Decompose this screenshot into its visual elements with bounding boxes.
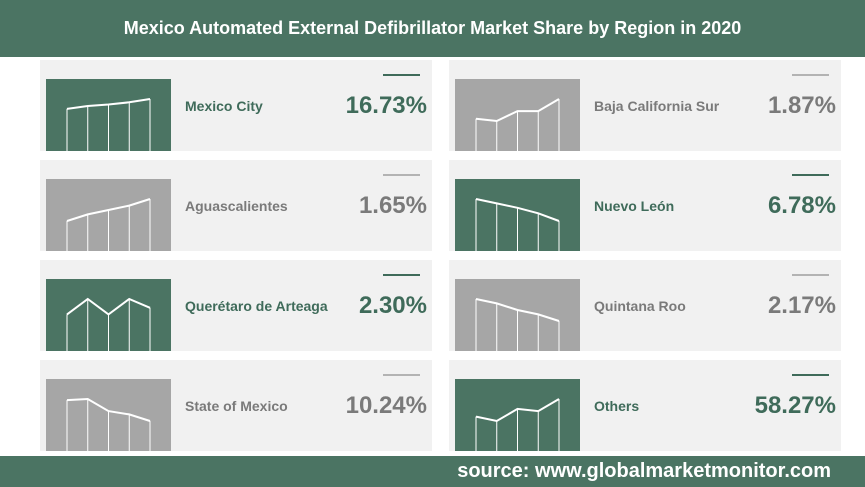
trend-sparkline [455,279,580,351]
region-label: Querétaro de Arteaga [185,297,328,314]
accent-bar [792,174,829,176]
chart-title: Mexico Automated External Defibrillator … [0,0,865,57]
share-value: 58.27% [754,391,836,419]
region-label: Quintana Roo [594,297,686,314]
source-text: source: www.globalmarketmonitor.com [0,456,865,487]
accent-bar [383,374,420,376]
trend-sparkline [46,279,171,351]
region-card: Quintana Roo 2.17% [449,260,841,351]
accent-bar [792,74,829,76]
share-value: 1.65% [358,191,427,219]
share-value: 16.73% [345,91,427,119]
accent-bar [383,74,420,76]
region-card: Mexico City 16.73% [40,60,432,151]
accent-bar [792,274,829,276]
sparkline-line [475,298,560,322]
sparkline-line [66,397,151,422]
trend-sparkline [46,179,171,251]
region-card: Aguascalientes 1.65% [40,160,432,251]
sparkline-line [475,98,560,123]
share-value: 2.17% [767,291,836,319]
region-label: Baja California Sur [594,97,720,114]
sparkline-line [475,198,560,222]
region-card: Baja California Sur 1.87% [449,60,841,151]
trend-sparkline [455,379,580,451]
accent-bar [383,174,420,176]
region-card: Nuevo León 6.78% [449,160,841,251]
trend-sparkline [455,179,580,251]
sparkline-line [66,297,151,316]
accent-bar [383,274,420,276]
share-value: 10.24% [345,391,427,419]
region-label: State of Mexico [185,397,288,414]
region-card: Others 58.27% [449,360,841,451]
region-label: Mexico City [185,97,263,114]
region-label: Nuevo León [594,197,675,214]
region-label: Aguascalientes [185,197,288,214]
share-value: 2.30% [358,291,427,319]
sparkline-line [66,198,151,222]
region-card: State of Mexico 10.24% [40,360,432,451]
share-value: 1.87% [767,91,836,119]
accent-bar [792,374,829,376]
trend-sparkline [46,379,171,451]
region-label: Others [594,397,640,414]
share-value: 6.78% [767,191,836,219]
sparkline-line [66,98,151,110]
trend-sparkline [455,79,580,151]
trend-sparkline [46,79,171,151]
sparkline-line [475,398,560,423]
region-card: Querétaro de Arteaga 2.30% [40,260,432,351]
